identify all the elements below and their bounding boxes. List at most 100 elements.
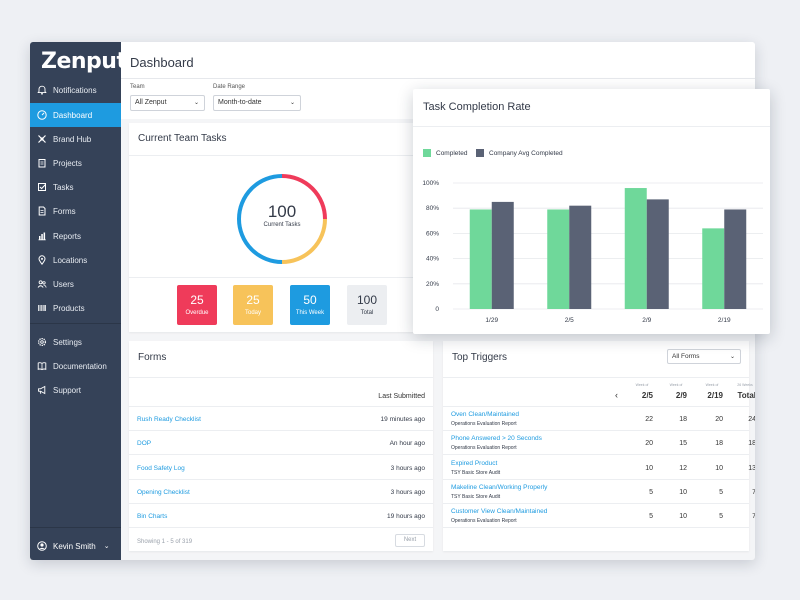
sidebar-divider: [30, 323, 121, 324]
bar-completed-3[interactable]: [702, 228, 725, 309]
sidebar-item-forms[interactable]: Forms: [30, 199, 121, 223]
form-name-link[interactable]: Food Safety Log: [137, 464, 185, 472]
team-filter-value: All Zenput: [135, 99, 167, 106]
trigger-name-link[interactable]: Oven Clean/Maintained: [451, 411, 519, 418]
table-row: Rush Ready Checklist 19 minutes ago: [129, 407, 433, 431]
x-tick-label: 1/29: [485, 317, 498, 324]
sidebar-item-label: Tasks: [53, 182, 74, 192]
sidebar-item-label: Documentation: [53, 361, 107, 371]
table-row: Food Safety Log 3 hours ago: [129, 456, 433, 480]
sidebar-item-label: Settings: [53, 337, 82, 347]
forms-title: Forms: [138, 352, 167, 363]
x-tick-label: 2/9: [642, 317, 651, 324]
tile-value: 25: [246, 293, 260, 307]
trigger-name-link[interactable]: Expired Product: [451, 459, 498, 467]
y-tick-label: 100%: [422, 180, 439, 187]
sidebar-item-users[interactable]: Users: [30, 272, 121, 296]
task-tile-this-week[interactable]: 50 This Week: [290, 285, 330, 325]
trigger-count: 24: [748, 416, 755, 423]
bar-company-avg-completed-1[interactable]: [569, 205, 592, 309]
bar-completed-2[interactable]: [624, 188, 647, 309]
column-header-caption: Week of: [669, 383, 683, 387]
sidebar-item-label: Products: [53, 303, 85, 313]
bar-chart: 0 20% 40% 60% 80% 100% 1/29 2/5 2/9 2/19: [422, 180, 763, 324]
trigger-count: 20: [715, 416, 723, 423]
column-header-caption: Week of: [635, 383, 649, 387]
hub-icon: [37, 134, 47, 144]
chevron-down-icon: ⌄: [289, 100, 295, 106]
trigger-count: 5: [649, 488, 653, 496]
sidebar-item-reports[interactable]: Reports: [30, 224, 121, 248]
date-range-select[interactable]: Month-to-date ⌄: [213, 95, 301, 111]
trigger-form-name: Operations Evaluation Report: [451, 445, 517, 452]
task-tile-total[interactable]: 100 Total: [347, 285, 387, 325]
sidebar-item-projects[interactable]: Projects: [30, 151, 121, 175]
sidebar-item-label: Locations: [53, 255, 88, 265]
chart-title: Task Completion Rate: [423, 101, 531, 113]
sidebar-item-locations[interactable]: Locations: [30, 248, 121, 272]
task-tile-today[interactable]: 25 Today: [233, 285, 273, 325]
bar-completed-0[interactable]: [469, 209, 492, 309]
trigger-count: 22: [645, 416, 653, 423]
sidebar-item-label: Forms: [53, 206, 76, 216]
previous-weeks-arrow[interactable]: ‹: [615, 390, 618, 400]
sidebar-item-products[interactable]: Products: [30, 296, 121, 320]
team-filter-select[interactable]: All Zenput ⌄: [130, 95, 205, 111]
donut-segment-today: [281, 218, 327, 264]
trigger-name-link[interactable]: Phone Answered > 20 Seconds: [451, 435, 542, 443]
gauge-icon: [37, 110, 47, 120]
book-icon: [37, 361, 47, 371]
legend-item-completed: Completed: [423, 149, 467, 157]
trigger-count: 10: [645, 464, 653, 472]
table-row: Customer View Clean/Maintained Operations…: [443, 504, 755, 529]
app-logo[interactable]: Zenput.: [41, 49, 135, 74]
triggers-title: Top Triggers: [452, 352, 508, 363]
trigger-name-link[interactable]: Makeline Clean/Working Properly: [451, 483, 548, 491]
donut-total-label: Current Tasks: [263, 222, 301, 228]
user-menu[interactable]: Kevin Smith ⌄: [30, 534, 121, 558]
next-page-button[interactable]: Next: [395, 534, 425, 547]
megaphone-icon: [37, 385, 47, 395]
header-divider: [121, 78, 755, 79]
page-title: Dashboard: [130, 55, 194, 70]
task-tile-overdue[interactable]: 25 Overdue: [177, 285, 217, 325]
bar-company-avg-completed-2[interactable]: [646, 199, 669, 309]
sidebar-item-tasks[interactable]: Tasks: [30, 175, 121, 199]
table-row: Makeline Clean/Working Properly TSY Basic…: [443, 480, 755, 504]
tile-label: Overdue: [185, 310, 209, 316]
map-pin-icon: [37, 255, 47, 265]
column-header-caption: 26 Weeks: [737, 383, 753, 387]
bar-completed-1[interactable]: [547, 209, 570, 309]
avatar-icon: [37, 541, 47, 551]
y-tick-label: 0: [435, 306, 439, 313]
table-row: Oven Clean/Maintained Operations Evaluati…: [443, 407, 755, 431]
card-divider: [129, 406, 433, 407]
sidebar-item-label: Projects: [53, 158, 82, 168]
form-name-link[interactable]: Opening Checklist: [137, 488, 190, 496]
forms-filter-select[interactable]: All Forms ⌄: [667, 349, 741, 364]
trigger-count: 18: [748, 440, 755, 448]
sidebar-item-notifications[interactable]: Notifications: [30, 78, 121, 102]
barcode-icon: [37, 303, 47, 313]
trigger-name-link[interactable]: Customer View Clean/Maintained: [451, 508, 548, 516]
trigger-form-name: TSY Basic Store Audit: [451, 469, 501, 476]
legend-label: Completed: [436, 149, 468, 157]
sidebar-item-settings[interactable]: Settings: [30, 330, 121, 354]
sidebar-item-label: Reports: [53, 231, 82, 241]
x-tick-label: 2/5: [565, 317, 574, 324]
bar-company-avg-completed-0[interactable]: [491, 201, 514, 309]
trigger-count: 10: [715, 464, 723, 472]
bell-icon: [37, 85, 47, 95]
sidebar-item-brand-hub[interactable]: Brand Hub: [30, 127, 121, 151]
tile-label: This Week: [295, 310, 325, 316]
top-triggers-card: Top Triggers All Forms ⌄ ‹ Week of 2/5 Wee…: [443, 341, 755, 551]
date-range-value: Month-to-date: [218, 99, 262, 106]
sidebar-item-dashboard[interactable]: Dashboard: [30, 103, 121, 127]
bar-company-avg-completed-3[interactable]: [724, 209, 747, 309]
sidebar-item-support[interactable]: Support: [30, 378, 121, 402]
form-name-link[interactable]: DOP: [137, 440, 152, 448]
form-name-link[interactable]: Rush Ready Checklist: [137, 416, 201, 423]
sidebar-item-documentation[interactable]: Documentation: [30, 354, 121, 378]
form-name-link[interactable]: Bin Charts: [137, 513, 168, 521]
forms-filter-value: All Forms: [672, 353, 700, 360]
